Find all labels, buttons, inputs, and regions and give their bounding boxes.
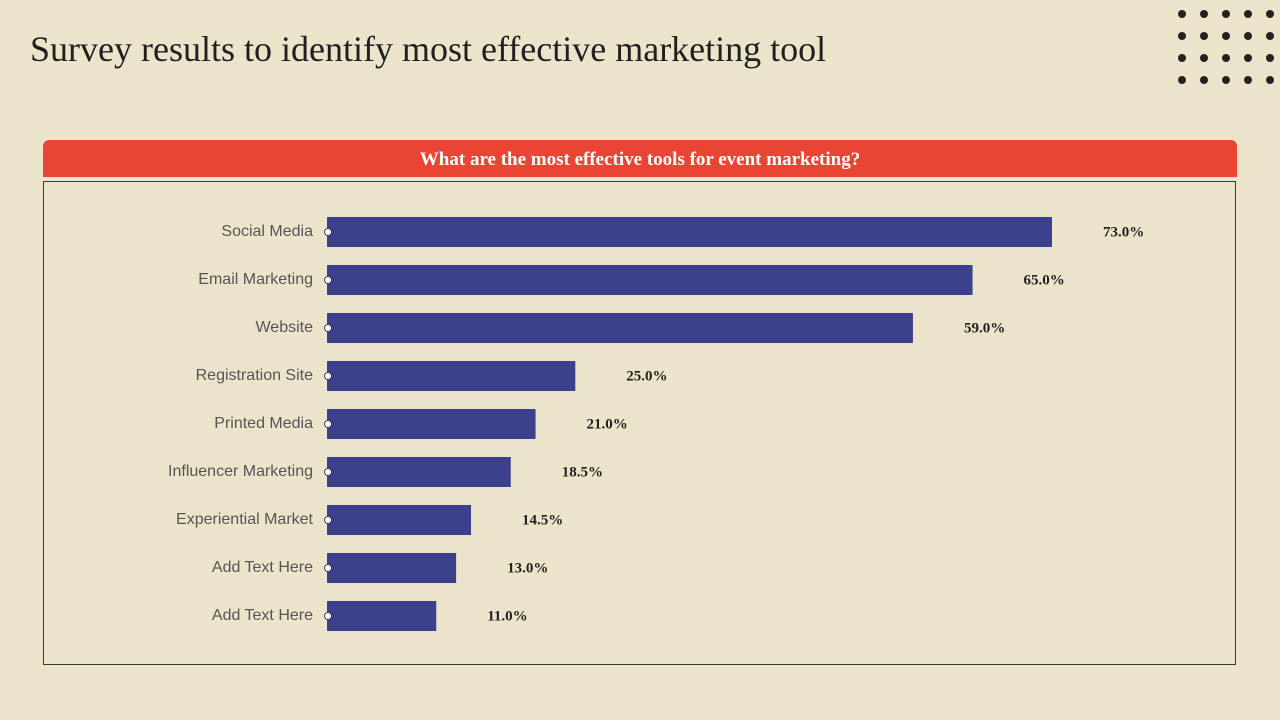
value-label: 25.0% xyxy=(626,368,667,384)
dot xyxy=(1222,76,1230,84)
dot xyxy=(1244,10,1252,18)
bar xyxy=(327,217,1052,247)
bar xyxy=(327,409,536,439)
value-label: 18.5% xyxy=(562,464,603,480)
dot xyxy=(1178,54,1186,62)
bar-marker xyxy=(324,516,332,524)
bar xyxy=(327,313,913,343)
bar-marker xyxy=(324,420,332,428)
category-label: Influencer Marketing xyxy=(168,463,313,480)
bar xyxy=(327,361,576,391)
category-label: Experiential Market xyxy=(176,511,314,528)
dot xyxy=(1200,10,1208,18)
value-label: 59.0% xyxy=(964,320,1005,336)
bar xyxy=(327,265,973,295)
value-label: 21.0% xyxy=(587,416,628,432)
dot xyxy=(1266,54,1274,62)
bar-marker xyxy=(324,612,332,620)
bar xyxy=(327,553,457,583)
dot xyxy=(1266,76,1274,84)
bar xyxy=(327,601,437,631)
category-label: Registration Site xyxy=(196,367,313,384)
value-label: 65.0% xyxy=(1024,272,1065,288)
value-label: 13.0% xyxy=(507,560,548,576)
bar-marker xyxy=(324,276,332,284)
bar xyxy=(327,505,472,535)
dot xyxy=(1244,32,1252,40)
dot xyxy=(1178,10,1186,18)
value-label: 14.5% xyxy=(522,512,563,528)
bar-marker xyxy=(324,468,332,476)
dot xyxy=(1266,32,1274,40)
dot xyxy=(1200,76,1208,84)
dot xyxy=(1222,54,1230,62)
category-label: Add Text Here xyxy=(212,607,313,624)
category-label: Website xyxy=(255,319,313,336)
bar-marker xyxy=(324,228,332,236)
bar-marker xyxy=(324,324,332,332)
bar-marker xyxy=(324,372,332,380)
chart-panel: Social Media 73.0% Email Marketing 65.0% Web… xyxy=(43,181,1236,665)
chart-title: What are the most effective tools for ev… xyxy=(43,140,1237,177)
category-label: Email Marketing xyxy=(198,271,313,288)
value-label: 73.0% xyxy=(1103,224,1144,240)
dot xyxy=(1222,32,1230,40)
category-label: Social Media xyxy=(221,223,313,240)
dot xyxy=(1244,54,1252,62)
dot xyxy=(1178,76,1186,84)
category-label: Printed Media xyxy=(214,415,313,432)
dot xyxy=(1178,32,1186,40)
dot-grid-icon xyxy=(1178,10,1278,100)
bar xyxy=(327,457,511,487)
bar-chart: Social Media 73.0% Email Marketing 65.0% Web… xyxy=(168,217,1144,631)
dot xyxy=(1244,76,1252,84)
value-label: 11.0% xyxy=(487,608,527,624)
dot xyxy=(1200,54,1208,62)
dot xyxy=(1222,10,1230,18)
bar-marker xyxy=(324,564,332,572)
dot xyxy=(1200,32,1208,40)
dot xyxy=(1266,10,1274,18)
slide-title: Survey results to identify most effectiv… xyxy=(30,29,827,69)
category-label: Add Text Here xyxy=(212,559,313,576)
